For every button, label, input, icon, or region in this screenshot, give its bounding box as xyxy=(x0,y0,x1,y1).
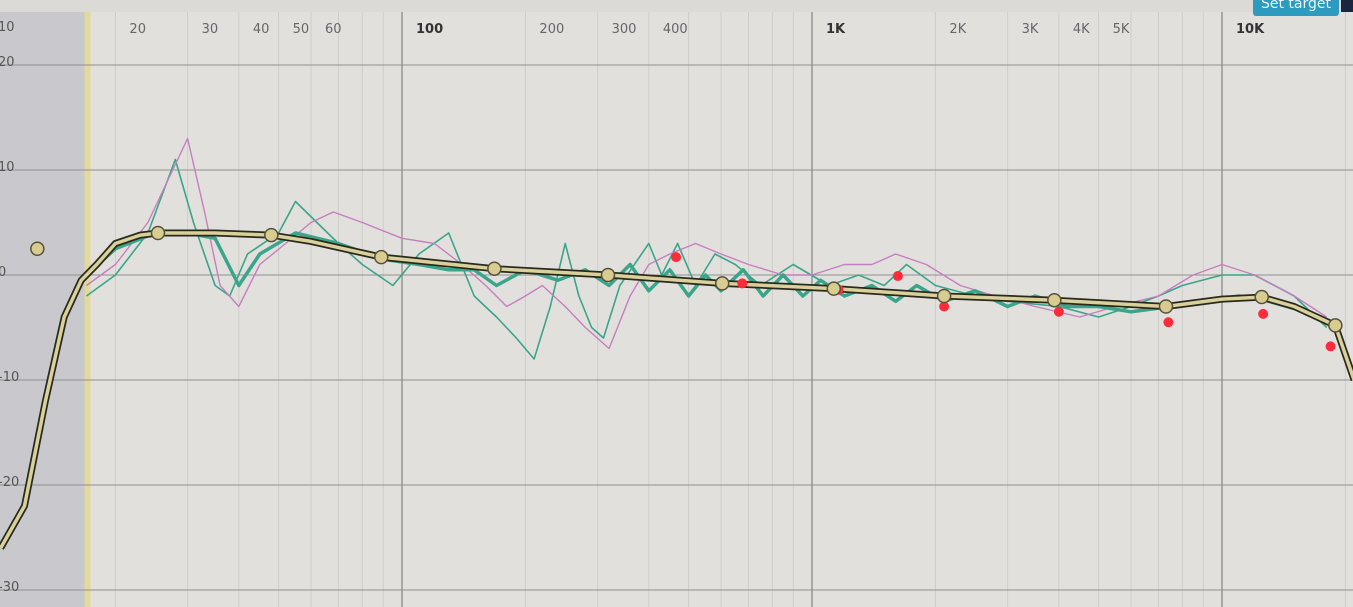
red-marker xyxy=(737,278,748,289)
y-tick-label: 20 xyxy=(0,55,15,70)
series-magenta-measured xyxy=(86,137,1328,350)
x-tick-label: 2K xyxy=(949,22,966,37)
next-button-edge[interactable] xyxy=(1341,0,1353,12)
red-marker xyxy=(1163,317,1174,328)
target-handle[interactable] xyxy=(1158,299,1174,314)
x-tick-label: 5K xyxy=(1113,22,1130,37)
x-tick-label: 60 xyxy=(325,22,342,37)
y-tick-label: -10 xyxy=(0,370,19,385)
target-handle[interactable] xyxy=(264,227,279,243)
target-handle[interactable] xyxy=(487,261,502,276)
target-handle[interactable] xyxy=(826,281,842,296)
y-tick-label: 0 xyxy=(0,265,6,280)
y-tick-label: -20 xyxy=(0,475,19,490)
x-tick-label: 30 xyxy=(202,22,219,37)
x-tick-label: 300 xyxy=(612,22,637,37)
y-tick-label: 10 xyxy=(0,20,15,35)
x-tick-label: 4K xyxy=(1073,22,1090,37)
region-edge-handle[interactable] xyxy=(84,12,91,607)
y-tick-label: -30 xyxy=(0,580,19,595)
target-handle[interactable] xyxy=(150,225,166,241)
target-handle[interactable] xyxy=(1328,318,1343,333)
target-handle[interactable] xyxy=(373,249,389,265)
set-target-button[interactable]: Set target xyxy=(1252,0,1339,16)
target-handle[interactable] xyxy=(714,276,730,291)
x-tick-label: 40 xyxy=(253,22,270,37)
red-marker xyxy=(939,301,950,312)
target-handle[interactable] xyxy=(1254,289,1269,305)
x-tick-label: 3K xyxy=(1022,22,1039,37)
red-marker xyxy=(1258,308,1269,319)
excluded-low-region xyxy=(0,12,87,607)
red-marker xyxy=(1053,306,1064,317)
red-marker xyxy=(1325,341,1336,352)
x-tick-label: 100 xyxy=(416,22,443,37)
red-marker xyxy=(892,271,903,282)
x-tick-label: 1K xyxy=(826,22,846,37)
x-tick-label: 50 xyxy=(293,22,310,37)
x-tick-label: 200 xyxy=(539,22,564,37)
y-tick-label: 10 xyxy=(0,160,15,175)
red-marker xyxy=(671,252,682,263)
x-tick-label: 20 xyxy=(129,22,146,37)
target-handle[interactable] xyxy=(600,267,616,283)
x-tick-label: 400 xyxy=(663,22,688,37)
target-handle[interactable] xyxy=(1047,292,1062,308)
target-handle[interactable] xyxy=(936,288,952,304)
x-tick-label: 10K xyxy=(1236,22,1265,37)
target-handle[interactable] xyxy=(30,241,45,256)
